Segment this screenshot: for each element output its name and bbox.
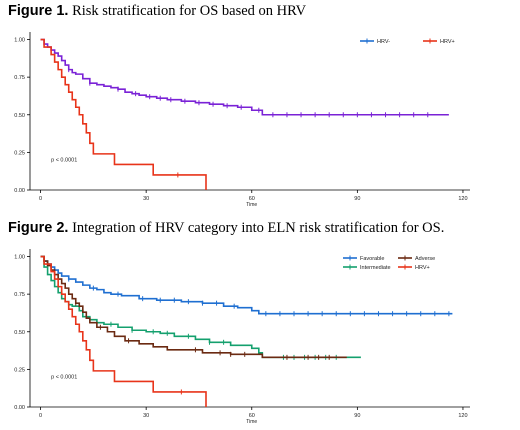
legend-label-intermediate: Intermediate [360,265,391,271]
y-tick-label: 0.75 [14,75,25,81]
y-tick-label: 0.50 [14,330,25,336]
y-tick-label: 0.00 [14,188,25,194]
survival-curve-hrv- [40,38,207,190]
legend-label-adverse: Adverse [415,256,435,262]
x-tick-label: 0 [39,196,42,202]
x-tick-label: 90 [354,413,360,419]
x-axis-title: Time [246,419,257,425]
figure-2-caption: Figure 2. Integration of HRV category in… [8,220,444,237]
x-tick-label: 60 [249,196,255,202]
figure-2-label: Figure 2. [8,220,69,236]
survival-curve-favorable [40,255,453,315]
figure-1-label: Figure 1. [8,3,69,19]
survival-curve-hrv- [40,255,207,407]
x-tick-label: 60 [249,413,255,419]
y-tick-label: 1.00 [14,255,25,261]
p-value-annotation: p < 0.0001 [51,157,77,163]
km-plot-eln-hrv: 0.00 0.25 0.50 0.75 1.00 0 30 60 90 120 Time p < 0.… [14,249,470,425]
survival-curve-intermediate [40,255,361,359]
x-tick-label: 90 [354,196,360,202]
x-tick-label: 30 [143,413,149,419]
y-tick-label: 0.25 [14,367,25,373]
figure-1-caption-text: Risk stratification for OS based on HRV [68,3,307,19]
x-tick-label: 120 [458,196,467,202]
figure-2-caption-text: Integration of HRV category into ELN ris… [68,220,445,236]
y-tick-label: 0.25 [14,150,25,156]
figure-1-caption: Figure 1. Risk stratification for OS bas… [8,3,306,20]
y-tick-label: 1.00 [14,38,25,44]
p-value-annotation: p < 0.0001 [51,374,77,380]
x-axis-title: Time [246,202,257,208]
y-tick-label: 0.50 [14,113,25,119]
legend-label-hrv-: HRV- [377,39,390,45]
km-plot-hrv: 0.00 0.25 0.50 0.75 1.00 0 30 60 90 120 Time p < 0.… [14,32,470,208]
x-tick-label: 120 [458,413,467,419]
legend-label-hrv-: HRV+ [415,265,430,271]
legend-label-favorable: Favorable [360,256,384,262]
y-tick-label: 0.00 [14,405,25,411]
x-tick-label: 30 [143,196,149,202]
x-tick-label: 0 [39,413,42,419]
y-tick-label: 0.75 [14,292,25,298]
survival-curve-hrv- [40,38,449,116]
legend-label-hrv-: HRV+ [440,39,455,45]
